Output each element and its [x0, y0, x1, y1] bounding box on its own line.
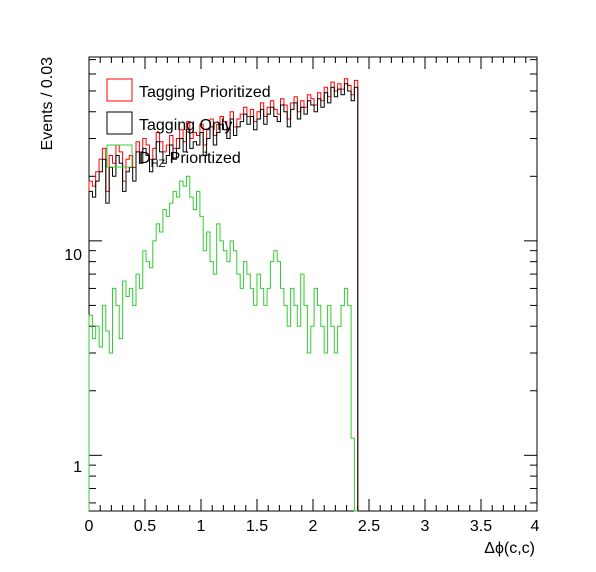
y-tick-labels: 1 10: [64, 247, 82, 476]
x-tick-label-3: 1.5: [246, 518, 268, 535]
x-tick-label-2: 1: [197, 518, 206, 535]
axis-ticks: [88, 57, 538, 511]
x-tick-label-7: 3.5: [470, 518, 492, 535]
x-tick-labels: 0 0.5 1 1.5 2 2.5 3 3.5 4: [85, 518, 540, 535]
legend-swatch-tagging-only: [106, 111, 133, 135]
legend-label-dhz-prioritized: DHZ Prioritized: [139, 150, 241, 170]
series-d-hz-prioritized: [88, 175, 358, 512]
x-tick-label-4: 2: [309, 518, 318, 535]
x-tick-label-0: 0: [85, 518, 94, 535]
x-tick-label-1: 0.5: [134, 518, 156, 535]
legend-swatch-tagging-prioritized: [106, 78, 133, 102]
legend-label-dhz-sub: HZ: [151, 158, 166, 170]
series-layer: [88, 78, 359, 512]
y-tick-label-1: 1: [73, 459, 82, 476]
series-tagging-only: [88, 83, 359, 511]
y-tick-label-10: 10: [64, 247, 82, 264]
y-axis-title: Events / 0.03: [39, 57, 56, 150]
legend: Tagging Prioritized Tagging Only DHZ Pri…: [106, 78, 271, 170]
x-tick-label-6: 3: [421, 518, 430, 535]
legend-label-tagging-only: Tagging Only: [139, 117, 232, 134]
x-tick-label-5: 2.5: [358, 518, 380, 535]
legend-label-dhz-rest: Prioritized: [165, 150, 241, 167]
x-tick-label-8: 4: [531, 518, 540, 535]
series-tagging-prioritized: [88, 78, 359, 511]
legend-label-tagging-prioritized: Tagging Prioritized: [139, 84, 271, 101]
x-axis-title: Δϕ(c,c): [484, 540, 535, 557]
legend-swatch-dhz-prioritized: [106, 144, 133, 168]
legend-label-dhz-main: D: [139, 150, 151, 167]
